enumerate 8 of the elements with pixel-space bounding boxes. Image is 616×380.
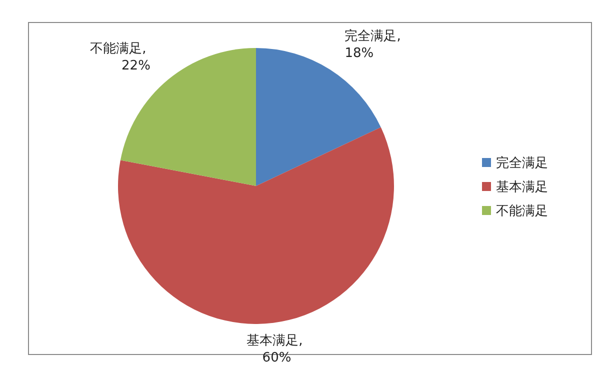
legend-label: 不能满足	[496, 204, 548, 219]
data-label: 不能满足, 22%	[90, 41, 150, 74]
data-label: 基本满足, 60%	[246, 333, 307, 366]
data-label: 完全满足, 18%	[344, 28, 405, 62]
legend-label: 完全满足	[496, 155, 548, 171]
legend-label: 基本满足	[496, 180, 548, 195]
pie-slice	[256, 48, 381, 186]
pie-slice	[118, 127, 394, 324]
